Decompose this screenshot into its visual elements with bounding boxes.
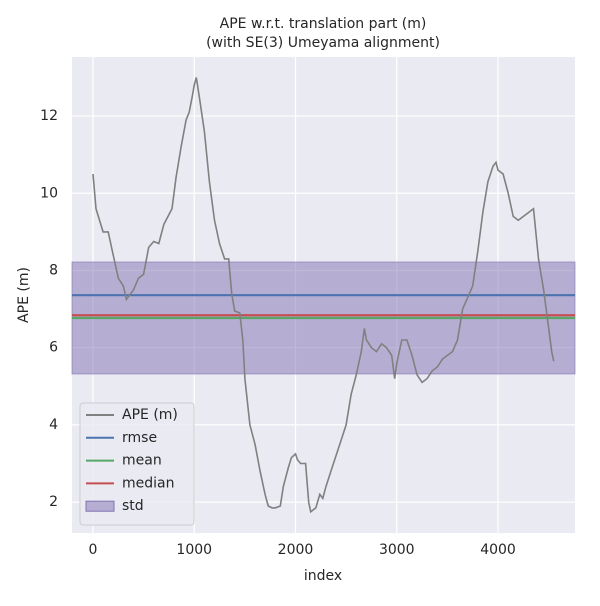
legend: APE (m) rmse mean median std	[79, 402, 195, 526]
y-axis-label: APE (m)	[16, 267, 32, 323]
chart-subtitle: (with SE(3) Umeyama alignment)	[206, 35, 440, 51]
x-tick-label: 3000	[379, 542, 415, 558]
x-tick-label: 4000	[480, 542, 516, 558]
x-tick-label: 2000	[278, 542, 314, 558]
y-tick-label: 12	[40, 108, 58, 124]
legend-label: APE (m)	[122, 407, 178, 423]
y-tick-label: 2	[49, 494, 58, 510]
y-tick-label: 10	[40, 185, 58, 201]
legend-label: median	[122, 475, 174, 491]
x-tick-label: 1000	[176, 542, 212, 558]
x-tick-label: 0	[89, 542, 98, 558]
legend-label: std	[122, 498, 144, 514]
legend-label: mean	[122, 453, 162, 469]
y-tick-label: 4	[49, 417, 58, 433]
legend-label: rmse	[122, 430, 157, 446]
chart-title: APE w.r.t. translation part (m)	[220, 16, 427, 32]
marks	[71, 77, 576, 514]
ape-line	[92, 77, 555, 514]
y-tick-label: 6	[49, 340, 58, 356]
y-tick-label: 8	[49, 262, 58, 278]
legend-box	[79, 402, 195, 526]
x-axis-label: index	[304, 568, 342, 584]
legend-swatch	[85, 500, 115, 512]
